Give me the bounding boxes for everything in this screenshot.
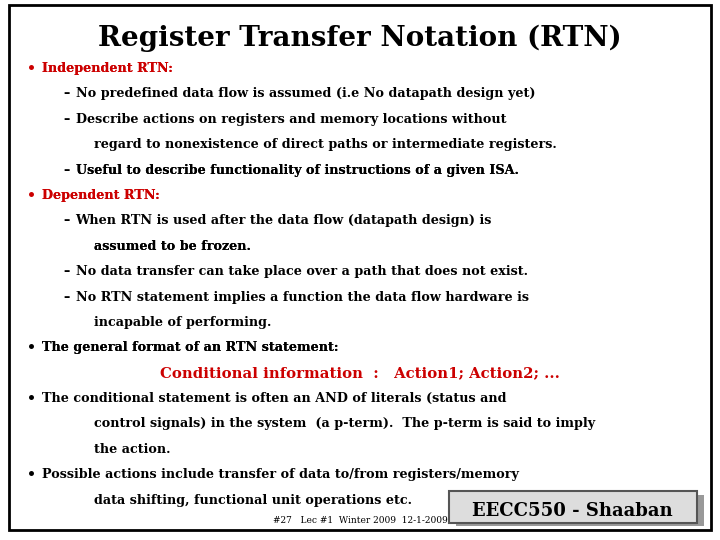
Text: The general format of an RTN statement:: The general format of an RTN statement: [42, 341, 338, 354]
Text: The general format of an RTN statement:: The general format of an RTN statement: [42, 341, 338, 354]
Text: Possible actions include transfer of data to/from registers/memory: Possible actions include transfer of dat… [42, 468, 518, 481]
Text: •: • [27, 189, 36, 203]
Text: data shifting, functional unit operations etc.: data shifting, functional unit operation… [94, 494, 412, 507]
Text: Dependent RTN:: Dependent RTN: [42, 189, 160, 202]
Text: Independent RTN:: Independent RTN: [42, 62, 173, 75]
Text: No predefined data flow is assumed (i.e No datapath design yet): No predefined data flow is assumed (i.e … [76, 87, 535, 100]
Text: When RTN is used after the data flow (datapath design) is: When RTN is used after the data flow (da… [76, 214, 492, 227]
Text: assumed to be frozen.: assumed to be frozen. [94, 240, 251, 253]
Text: #27   Lec #1  Winter 2009  12-1-2009: #27 Lec #1 Winter 2009 12-1-2009 [273, 516, 447, 525]
Text: assumed to be frozen.: assumed to be frozen. [0, 539, 1, 540]
Text: Useful to describe functionality of instructions of a given ISA.: Useful to describe functionality of inst… [76, 164, 518, 177]
Text: control signals) in the system  (a p-term).  The p-term is said to imply: control signals) in the system (a p-term… [94, 417, 595, 430]
Text: –: – [63, 291, 70, 303]
Text: The general format of an RTN statement:: The general format of an RTN statement: [0, 539, 1, 540]
Text: No data transfer can take place over a path that does not exist.: No data transfer can take place over a p… [76, 265, 528, 278]
Text: regard to nonexistence of direct paths or intermediate registers.: regard to nonexistence of direct paths o… [94, 138, 557, 151]
Text: –: – [63, 113, 70, 126]
Text: EECC550 - Shaaban: EECC550 - Shaaban [472, 502, 672, 519]
Text: Conditional information  :   Action1; Action2; ...: Conditional information : Action1; Actio… [160, 367, 560, 381]
Text: Useful to describe functionality of instructions of a given ISA.: Useful to describe functionality of inst… [0, 539, 1, 540]
Text: •: • [27, 62, 36, 76]
Text: –: – [63, 214, 70, 227]
Text: The conditional statement is often an AND of literals (status and: The conditional statement is often an AN… [42, 392, 506, 405]
FancyBboxPatch shape [449, 491, 697, 523]
Text: incapable of performing.: incapable of performing. [94, 316, 271, 329]
Text: Useful to describe functionality of instructions of a given ISA.: Useful to describe functionality of inst… [76, 164, 518, 177]
Text: Register Transfer Notation (RTN): Register Transfer Notation (RTN) [98, 24, 622, 52]
Text: –: – [63, 265, 70, 278]
Text: –: – [63, 164, 70, 177]
Text: •: • [27, 341, 36, 355]
Text: assumed to be frozen.: assumed to be frozen. [94, 240, 251, 253]
Text: –: – [63, 87, 70, 100]
FancyBboxPatch shape [456, 495, 704, 526]
Text: No RTN statement implies a function the data flow hardware is: No RTN statement implies a function the … [76, 291, 528, 303]
Text: Dependent RTN:: Dependent RTN: [0, 539, 1, 540]
Text: Dependent RTN:: Dependent RTN: [42, 189, 160, 202]
Text: Describe actions on registers and memory locations without: Describe actions on registers and memory… [76, 113, 506, 126]
Text: •: • [27, 392, 36, 406]
Text: the action.: the action. [94, 443, 170, 456]
Text: •: • [27, 468, 36, 482]
Text: Independent RTN:: Independent RTN: [42, 62, 173, 75]
Text: Independent RTN:: Independent RTN: [0, 539, 1, 540]
